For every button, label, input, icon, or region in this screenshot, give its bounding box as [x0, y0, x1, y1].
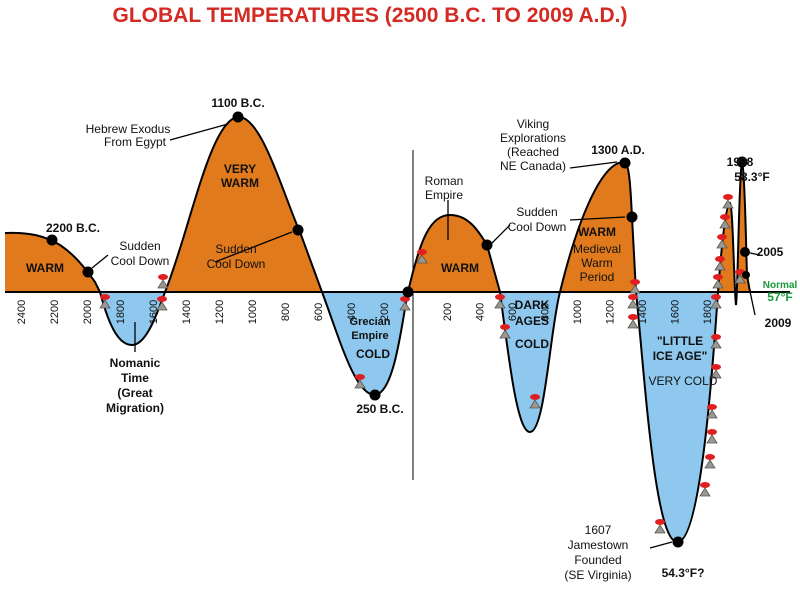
x-tick-label: 1000 [572, 300, 584, 324]
label: VERY [224, 162, 256, 176]
label: Sudden [119, 239, 160, 253]
label: Roman [425, 174, 464, 188]
x-tick-label: 600 [313, 303, 325, 321]
label: Viking [517, 117, 549, 131]
x-tick-label: 1000 [247, 300, 259, 324]
label: 54.3°F? [662, 566, 705, 580]
label: 250 B.C. [356, 402, 403, 416]
label: WARM [221, 176, 259, 190]
label: Explorations [500, 131, 566, 145]
x-tick-label: 400 [474, 303, 486, 321]
x-tick-label: 2000 [82, 300, 94, 324]
x-tick-label: 200 [379, 303, 391, 321]
tick-labels: 2400 2200 2000 1800 1600 1400 1200 1000 800 600 40… [16, 300, 714, 324]
label: (SE Virginia) [564, 568, 631, 582]
label: COLD [515, 337, 549, 351]
volcano [654, 518, 666, 534]
label: Nomanic [110, 356, 161, 370]
label: 1100 B.C. [211, 96, 264, 110]
label: Sudden [215, 242, 256, 256]
volcano [722, 193, 734, 209]
label: Empire [351, 330, 388, 342]
label: 57°F [767, 290, 792, 304]
x-tick-label: 1600 [148, 300, 160, 324]
label: Time [121, 371, 149, 385]
x-tick-label: 1400 [181, 300, 193, 324]
label: NE Canada) [500, 159, 566, 173]
volcano [704, 453, 716, 469]
label: 1998 [727, 155, 754, 169]
x-tick-label: 800 [280, 303, 292, 321]
label: (Reached [507, 145, 559, 159]
arrows [91, 123, 761, 549]
x-tick-label: 800 [539, 303, 551, 321]
label: WARM [578, 225, 616, 239]
label: 2005 [757, 245, 784, 259]
label: Cool Down [111, 254, 170, 268]
x-tick-label: 2200 [49, 300, 61, 324]
x-tick-label: 1800 [702, 300, 714, 324]
label: 58.3°F [734, 170, 769, 184]
volcano [157, 273, 169, 289]
label: 1607 [585, 523, 612, 537]
x-tick-label: 600 [507, 303, 519, 321]
annotations: 2200 B.C. WARM Sudden Cool Down Nomanic … [26, 96, 797, 582]
label: WARM [441, 261, 479, 275]
label: Jamestown [568, 538, 629, 552]
label: Cool Down [207, 257, 266, 271]
label: 2200 B.C. [46, 221, 100, 235]
x-tick-label: 1200 [604, 300, 616, 324]
label: 2009 [765, 316, 792, 330]
label: DARK [515, 298, 550, 312]
label: (Great [117, 386, 152, 400]
label: WARM [26, 261, 64, 275]
x-tick-label: 1800 [115, 300, 127, 324]
label: Sudden [516, 205, 557, 219]
x-tick-label: 2400 [16, 300, 28, 324]
x-tick-label: 1600 [669, 300, 681, 324]
label: Normal [763, 280, 798, 291]
x-tick-label: 200 [442, 303, 454, 321]
volcano [706, 428, 718, 444]
x-tick-label: 1400 [637, 300, 649, 324]
label: Empire [425, 188, 463, 202]
event-dots [46, 111, 750, 548]
label: Migration) [106, 401, 164, 415]
label: Founded [574, 553, 621, 567]
title: GLOBAL TEMPERATURES (2500 B.C. TO 2009 A… [113, 4, 628, 27]
x-tick-label: 1200 [214, 300, 226, 324]
x-tick-label: 400 [346, 303, 358, 321]
label: VERY COLD [649, 374, 718, 388]
label: "LITTLE [657, 334, 703, 348]
label: Warm [581, 256, 613, 270]
label: 1300 A.D. [591, 143, 645, 157]
volcano [699, 481, 711, 497]
label: Period [580, 270, 615, 284]
label: Cool Down [508, 220, 567, 234]
label: Medieval [573, 242, 621, 256]
label: Hebrew Exodus [86, 122, 171, 136]
label: ICE AGE" [653, 349, 708, 363]
label: From Egypt [104, 135, 167, 149]
label: Grecian [350, 316, 391, 328]
label: AGES [515, 314, 549, 328]
label: COLD [356, 347, 390, 361]
